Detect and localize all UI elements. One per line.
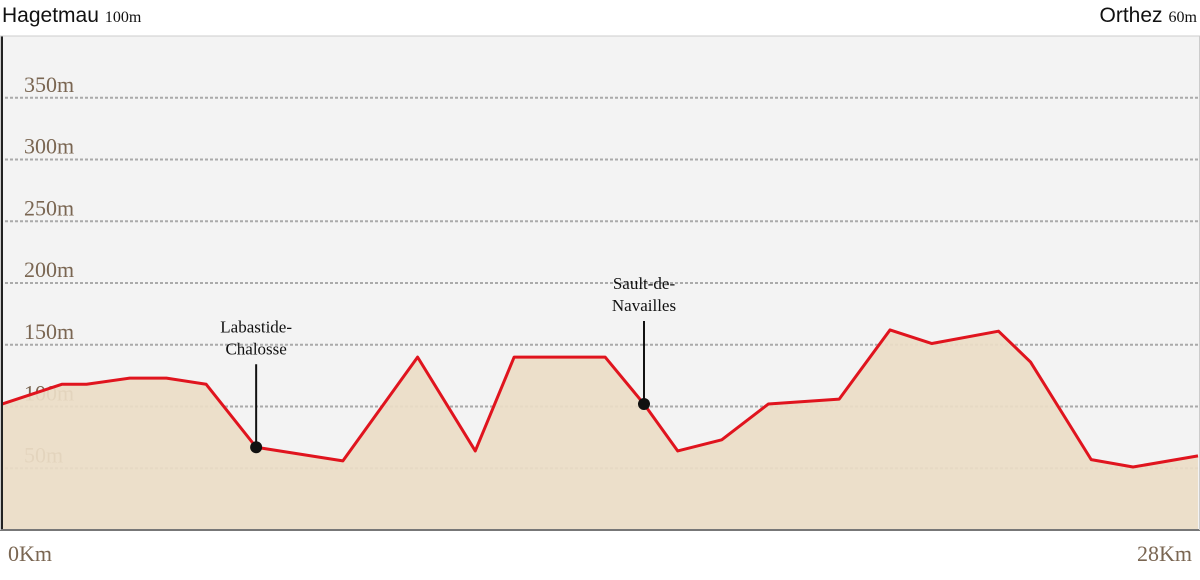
plot-layer: 50m100m150m200m250m300m350m0Km28KmLabast… [0,35,1200,566]
start-name: Hagetmau [2,4,99,27]
annotation-marker [250,441,263,454]
y-tick-label: 150m [24,319,74,344]
annotation-label: Sault-de- [613,274,676,293]
y-tick-label: 300m [24,134,74,159]
y-tick-label: 250m [24,195,74,220]
y-tick-label: 350m [24,72,74,97]
y-tick-label: 200m [24,257,74,282]
end-elevation: 60m [1169,9,1198,26]
end-header: Orthez 60m [1100,4,1198,27]
elevation-line [1,328,1199,469]
annotation-label: Chalosse [225,339,286,358]
x-tick-label: 28Km [1137,541,1192,566]
end-name: Orthez [1100,4,1163,27]
annotation-label: Navailles [612,296,676,315]
start-elevation: 100m [105,9,142,26]
annotation-marker [637,398,650,411]
x-tick-label: 0Km [8,541,52,566]
annotation-label: Labastide- [220,317,292,336]
start-header: Hagetmau 100m [2,4,142,27]
elevation-area [2,329,1198,530]
